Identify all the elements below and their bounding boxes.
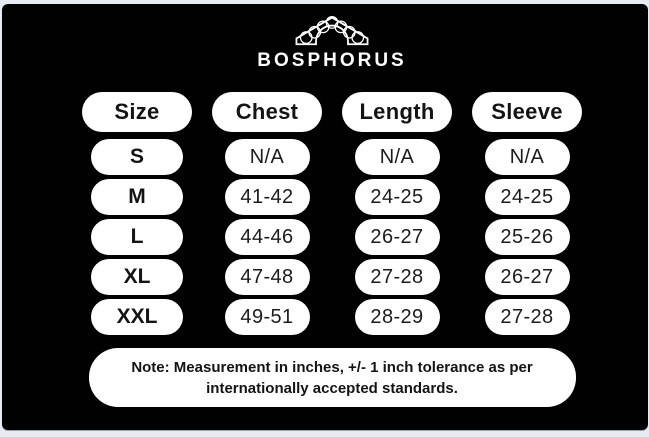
length-value-pill: 28-29: [354, 299, 440, 335]
note-pill: Note: Measurement in inches, +/- 1 inch …: [88, 348, 576, 407]
size-label-pill: XXL: [91, 299, 183, 335]
chest-value-pill: 41-42: [224, 179, 310, 215]
sleeve-value-pill: 27-28: [484, 299, 570, 335]
header-pill-size: Size: [82, 92, 192, 132]
table-header-row: Size Chest Length Sleeve: [72, 92, 592, 132]
size-label-pill: XL: [91, 259, 183, 295]
table-row: XL 47-48 27-28 26-27: [72, 259, 592, 295]
chest-value-pill: 47-48: [224, 259, 310, 295]
table-row: L 44-46 26-27 25-26: [72, 219, 592, 255]
sleeve-value-pill: 26-27: [484, 259, 570, 295]
note-line-1: Note: Measurement in inches, +/- 1 inch …: [131, 358, 533, 376]
table-row: S N/A N/A N/A: [72, 139, 592, 175]
size-chart-content: BOSPHORUS Size Chest Length Sleeve S N/A…: [2, 4, 648, 430]
size-label-pill: S: [91, 139, 183, 175]
length-value-pill: 26-27: [354, 219, 440, 255]
bosphorus-bridge-lattice-icon: [295, 16, 369, 46]
sleeve-value-pill: 25-26: [484, 219, 570, 255]
length-value-pill: 27-28: [354, 259, 440, 295]
length-value-pill: 24-25: [354, 179, 440, 215]
sleeve-value-pill: 24-25: [484, 179, 570, 215]
note-line-2: internationally accepted standards.: [206, 379, 458, 397]
header-pill-sleeve: Sleeve: [472, 92, 582, 132]
chest-value-pill: N/A: [224, 139, 310, 175]
header-pill-length: Length: [342, 92, 452, 132]
header-pill-chest: Chest: [212, 92, 322, 132]
chest-value-pill: 49-51: [224, 299, 310, 335]
size-label-pill: M: [91, 179, 183, 215]
length-value-pill: N/A: [354, 139, 440, 175]
table-row: XXL 49-51 28-29 27-28: [72, 299, 592, 335]
table-row: M 41-42 24-25 24-25: [72, 179, 592, 215]
size-label-pill: L: [91, 219, 183, 255]
chest-value-pill: 44-46: [224, 219, 310, 255]
size-chart-card: BOSPHORUS Size Chest Length Sleeve S N/A…: [2, 4, 648, 430]
table-body: S N/A N/A N/A M 41-42 24-25 24-25 L 44-4…: [72, 139, 592, 335]
sleeve-value-pill: N/A: [484, 139, 570, 175]
brand-name: BOSPHORUS: [257, 50, 407, 71]
